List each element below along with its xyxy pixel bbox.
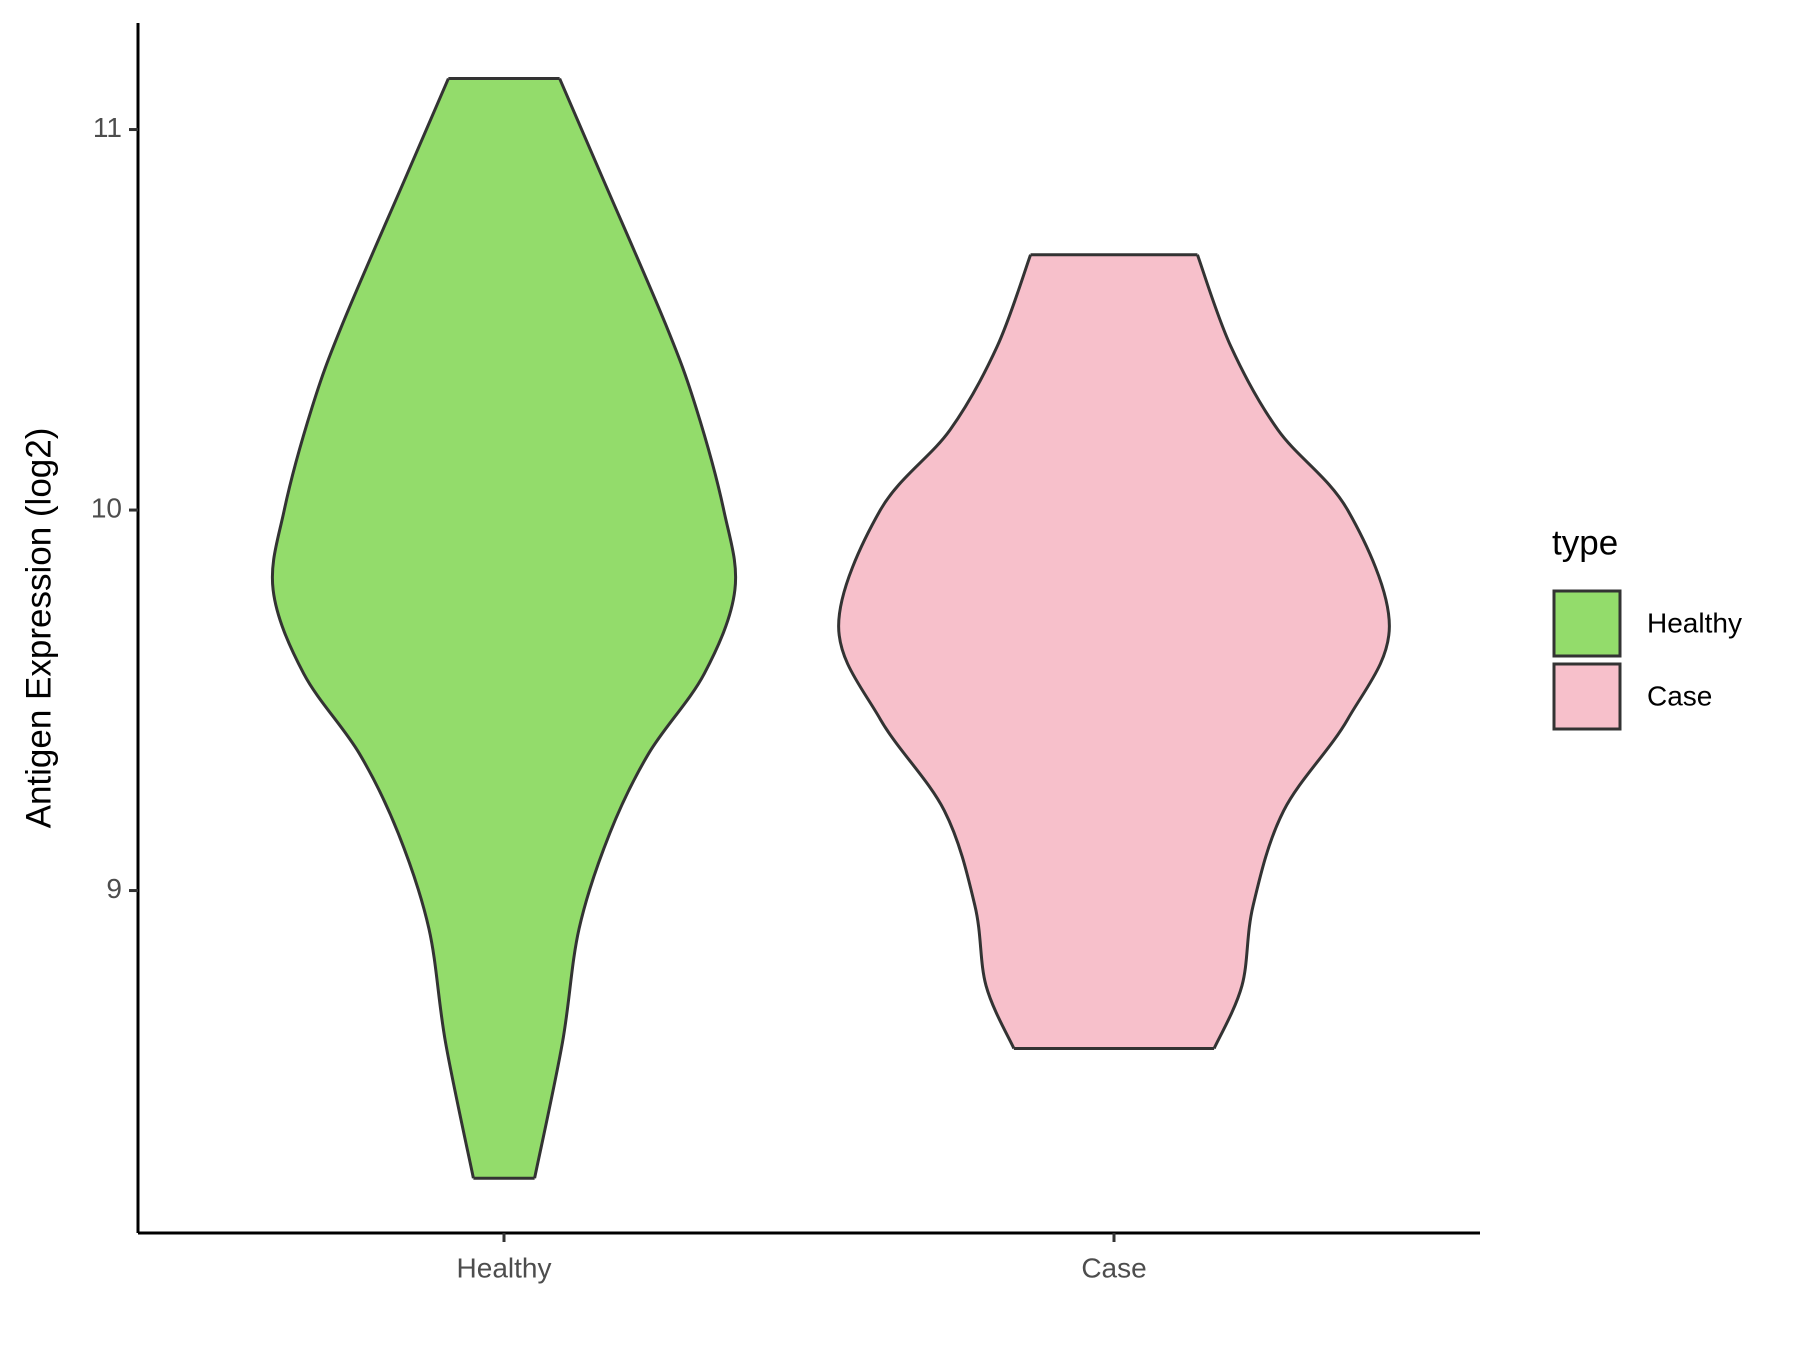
x-tick-label: Healthy xyxy=(457,1252,552,1283)
violin-half-fill xyxy=(838,254,1114,1049)
violin-outline xyxy=(533,77,738,1179)
x-tick-label: Case xyxy=(1081,1252,1146,1283)
legend-title: type xyxy=(1552,523,1618,562)
y-tick-label: 9 xyxy=(106,873,122,904)
legend-key xyxy=(1552,589,1622,658)
violin-half-fill xyxy=(1114,254,1390,1049)
violin-half-fill xyxy=(504,78,736,1179)
violin-outline xyxy=(837,254,1032,1050)
legend-label: Case xyxy=(1647,680,1712,711)
violin-outline xyxy=(270,77,475,1179)
y-tick-label: 11 xyxy=(93,112,122,143)
y-tick-label: 10 xyxy=(91,492,122,523)
y-axis-title: Antigen Expression (log2) xyxy=(19,428,58,829)
legend-label: Healthy xyxy=(1647,607,1742,638)
violin-outline xyxy=(1196,254,1391,1050)
violin-half-fill xyxy=(272,78,504,1179)
legend-key xyxy=(1552,662,1622,731)
